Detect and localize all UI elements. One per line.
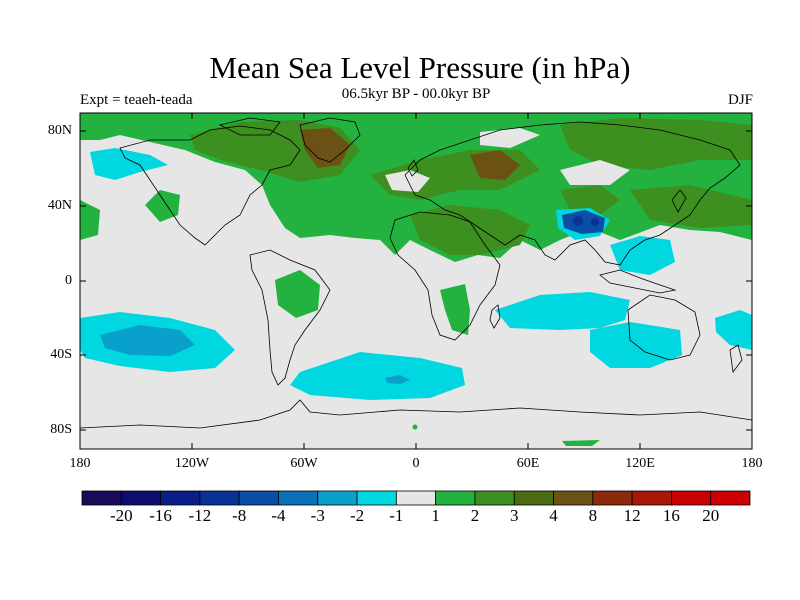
colorbar-swatch [671,490,712,506]
colorbar-label: -4 [271,506,286,525]
season-label: DJF [727,92,753,108]
lat-label-80n: 80N [47,123,72,138]
colorbar-label: -16 [149,506,172,525]
colorbar-label: -3 [310,506,325,525]
arctic-islands-coast [218,117,281,136]
map-field [80,113,752,449]
colorbar-swatch [120,490,161,506]
moderate-negative-regions [100,325,410,384]
colorbar [81,490,751,506]
lat-label-40n: 40N [47,198,72,213]
colorbar-label: 1 [431,506,440,525]
colorbar-swatch [317,490,358,506]
longitude-ticks [191,113,641,449]
colorbar-label: -8 [232,506,247,525]
south-america-coast [249,249,331,386]
africa-coast [389,211,501,341]
antarctica-coast [80,399,752,429]
colorbar-swatch [395,490,437,506]
lon-label-60e: 60E [516,456,540,471]
colorbar-swatch [278,490,319,506]
australia-coast [627,294,701,361]
lat-label-80s: 80S [50,422,72,437]
colorbar-label: -12 [188,506,212,525]
colorbar-swatch [160,490,201,506]
colorbar-label: -1 [389,506,404,525]
chart-subtitle: 06.5kyr BP - 00.0kyr BP [341,86,491,102]
lon-label-180w: 180 [69,456,91,471]
colorbar-swatch [474,490,515,506]
strong-positive-regions [300,128,520,180]
madagascar-coast [489,304,501,329]
neutral-patches [385,128,630,192]
colorbar-label: -2 [349,506,365,525]
colorbar-label: 2 [470,506,480,525]
colorbar-swatch [199,490,240,506]
colorbar-swatch [238,490,279,506]
colorbar-label: 20 [702,506,720,525]
lon-label-180e: 180 [741,456,763,471]
colorbar-label: 3 [509,506,519,525]
colorbar-swatch [81,490,122,506]
lon-label-60w: 60W [290,456,318,471]
colorbar-swatch [553,490,594,506]
new-zealand-coast [729,344,743,374]
colorbar-swatch [435,490,476,506]
coastlines [80,117,752,429]
colorbar-label: 4 [549,506,558,525]
lat-label-40s: 40S [50,347,72,362]
greenland-coast [299,117,361,163]
uk-coast [407,159,419,177]
indonesia-coast [599,269,677,294]
strong-negative-regions [562,210,605,234]
lon-label-0: 0 [412,456,420,471]
experiment-label: Expt = teaeh-teada [80,92,193,108]
colorbar-swatch [631,490,672,506]
colorbar-label: 8 [588,506,598,525]
lat-label-0: 0 [65,273,72,288]
colorbar-swatch [356,490,397,506]
lon-label-120e: 120E [625,456,655,471]
colorbar-label: 12 [623,506,641,525]
eurasia-coast [404,121,741,266]
japan-coast [671,189,687,213]
colorbar-swatch [513,490,554,506]
colorbar-label: 16 [662,506,680,525]
north-america-coast [119,125,301,246]
colorbar-swatch [710,490,751,506]
lon-label-120w: 120W [174,456,210,471]
colorbar-label: -20 [109,506,133,525]
colorbar-swatch [592,490,633,506]
chart-title: Mean Sea Level Pressure (in hPa) [209,50,631,85]
latitude-ticks [80,130,752,431]
